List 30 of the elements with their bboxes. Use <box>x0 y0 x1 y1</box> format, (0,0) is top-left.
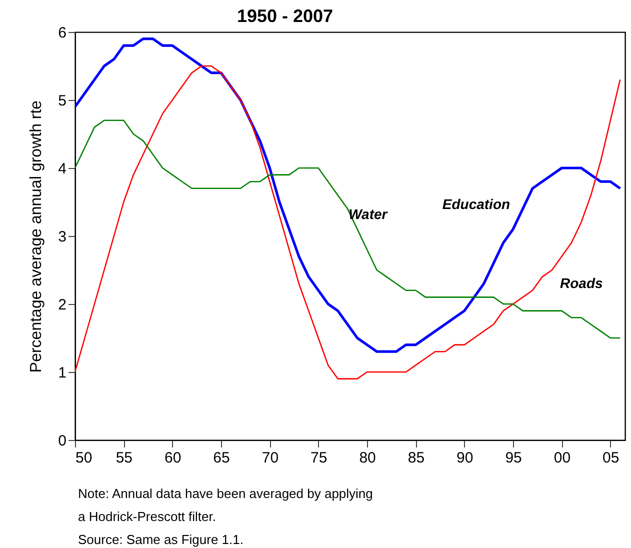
x-tick-label: 85 <box>408 450 425 466</box>
y-tick-label: 6 <box>58 24 66 42</box>
series-label: Water <box>348 206 389 222</box>
series-label: Roads <box>560 275 603 291</box>
y-tick-label: 3 <box>58 228 66 246</box>
line-series <box>75 38 622 353</box>
x-tick-label: 05 <box>602 450 620 466</box>
x-tick-label: 55 <box>116 450 133 466</box>
x-tick-label: 80 <box>359 450 376 466</box>
source-note: Source: Same as Figure 1.1. <box>78 532 244 547</box>
y-axis-title: Percentage average annual growth rte <box>28 100 46 373</box>
x-tick-label: 75 <box>310 450 328 466</box>
chart-title: 1950 - 2007 <box>236 6 334 26</box>
x-tick-label: 00 <box>554 450 571 466</box>
x-tick-label: 65 <box>213 450 230 466</box>
x-tick-label: 95 <box>505 450 522 466</box>
series-label: Education <box>442 196 510 212</box>
y-tick-label: 0 <box>58 432 66 450</box>
x-tick-label: 60 <box>164 450 182 466</box>
line-series <box>75 65 621 380</box>
text: Note: Annual data have been averaged by applying <box>78 486 373 501</box>
y-tick-label: 1 <box>58 364 66 382</box>
line-series <box>75 120 621 339</box>
text: a Hodrick-Prescott filter. <box>78 509 216 524</box>
y-tick-label: 4 <box>58 160 66 178</box>
x-tick-label: 70 <box>262 450 279 466</box>
x-tick-label: 90 <box>456 450 474 466</box>
x-tick-label: 50 <box>76 450 92 466</box>
y-tick-label: 2 <box>58 296 66 314</box>
y-tick-label: 5 <box>58 92 66 110</box>
